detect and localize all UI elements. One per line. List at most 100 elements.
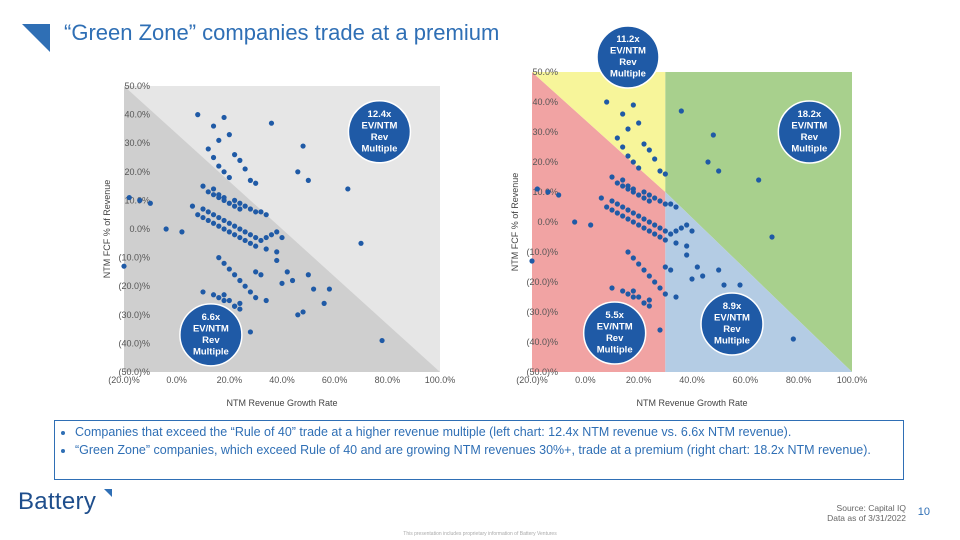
bubble-text-line: Multiple	[791, 144, 827, 155]
y-tick-label: (50.0)%	[118, 367, 150, 377]
y-tick-label: (20.0)%	[526, 277, 558, 287]
y-tick-label: 40.0%	[124, 110, 150, 120]
data-point	[620, 144, 626, 150]
data-point	[253, 234, 259, 241]
data-point	[300, 143, 306, 149]
data-point	[253, 243, 259, 249]
data-point	[673, 204, 679, 210]
y-tick-label: (30.0)%	[526, 307, 558, 317]
y-tick-label: (10.0)%	[118, 253, 150, 263]
data-point	[636, 261, 642, 267]
data-point	[625, 126, 631, 132]
data-point	[572, 219, 578, 225]
data-point	[657, 234, 663, 240]
x-tick-label: 0.0%	[575, 375, 596, 385]
data-point	[237, 226, 243, 232]
data-point	[625, 186, 631, 192]
data-point	[232, 197, 238, 203]
data-point	[756, 177, 762, 183]
data-point	[630, 219, 636, 225]
data-point	[705, 159, 711, 165]
data-point	[652, 231, 658, 237]
data-point	[226, 297, 232, 304]
data-point	[232, 152, 238, 158]
bubble-text-line: Multiple	[361, 143, 397, 154]
y-tick-label: (30.0)%	[118, 310, 150, 320]
data-point	[232, 303, 238, 309]
data-point	[226, 132, 232, 138]
data-point	[221, 297, 227, 304]
data-point	[534, 186, 540, 192]
y-axis-label: NTM FCF % of Revenue	[510, 173, 520, 272]
data-point	[604, 99, 610, 105]
data-point	[358, 240, 364, 246]
corner-mark-icon	[22, 24, 50, 52]
data-point	[274, 257, 280, 264]
data-point	[668, 201, 674, 207]
bubble-text-line: Multiple	[714, 336, 750, 347]
data-point	[625, 249, 631, 255]
data-point	[295, 169, 301, 175]
data-point	[646, 192, 652, 198]
data-point	[662, 171, 668, 177]
data-point	[253, 295, 259, 301]
data-point	[226, 229, 232, 235]
key-takeaways-box: Companies that exceed the “Rule of 40” t…	[54, 420, 904, 480]
data-point	[652, 279, 658, 285]
data-point	[678, 108, 684, 114]
data-point	[620, 183, 626, 189]
data-point	[545, 189, 551, 195]
data-point	[662, 228, 668, 234]
data-point	[242, 237, 248, 244]
y-axis-label: NTM FCF % of Revenue	[102, 180, 112, 279]
x-axis-label: NTM Revenue Growth Rate	[636, 398, 747, 408]
data-point	[630, 255, 636, 261]
data-point	[200, 289, 206, 295]
data-point	[247, 289, 253, 295]
data-point	[646, 228, 652, 234]
data-point	[630, 294, 636, 300]
data-point	[295, 312, 301, 318]
bubble-text-line: Rev	[606, 333, 624, 344]
data-point	[678, 225, 684, 231]
data-point	[205, 146, 211, 152]
data-point	[216, 214, 222, 221]
data-point	[274, 249, 280, 255]
data-point	[625, 216, 631, 222]
data-point	[641, 189, 647, 195]
bubble-circle	[347, 100, 412, 164]
bubble-circle	[700, 292, 764, 356]
bubble-text-line: 18.2x	[797, 109, 821, 120]
data-point	[237, 306, 243, 312]
data-point	[221, 197, 227, 203]
data-point	[636, 222, 642, 228]
bubble-text-line: 11.2x	[616, 34, 640, 45]
data-point	[216, 223, 222, 229]
takeaway-2: “Green Zone” companies, which exceed Rul…	[75, 443, 895, 458]
data-point	[662, 291, 668, 297]
data-point	[163, 226, 169, 232]
bubble-text-line: Rev	[202, 335, 220, 346]
data-point	[237, 157, 243, 163]
data-point	[684, 243, 690, 249]
data-point	[700, 273, 706, 279]
data-point	[636, 192, 642, 198]
data-point	[263, 212, 269, 218]
data-point	[379, 337, 385, 344]
data-point	[716, 267, 722, 273]
data-point	[247, 206, 253, 212]
data-point	[652, 156, 658, 162]
data-point	[311, 286, 317, 292]
data-point	[641, 300, 647, 306]
data-point	[630, 102, 636, 108]
data-point	[284, 269, 290, 275]
data-point	[205, 217, 211, 224]
data-point	[614, 135, 620, 141]
data-point	[321, 300, 327, 306]
data-point	[614, 201, 620, 207]
data-point	[657, 327, 663, 333]
data-point	[673, 240, 679, 246]
battery-logo: Battery	[18, 488, 97, 515]
